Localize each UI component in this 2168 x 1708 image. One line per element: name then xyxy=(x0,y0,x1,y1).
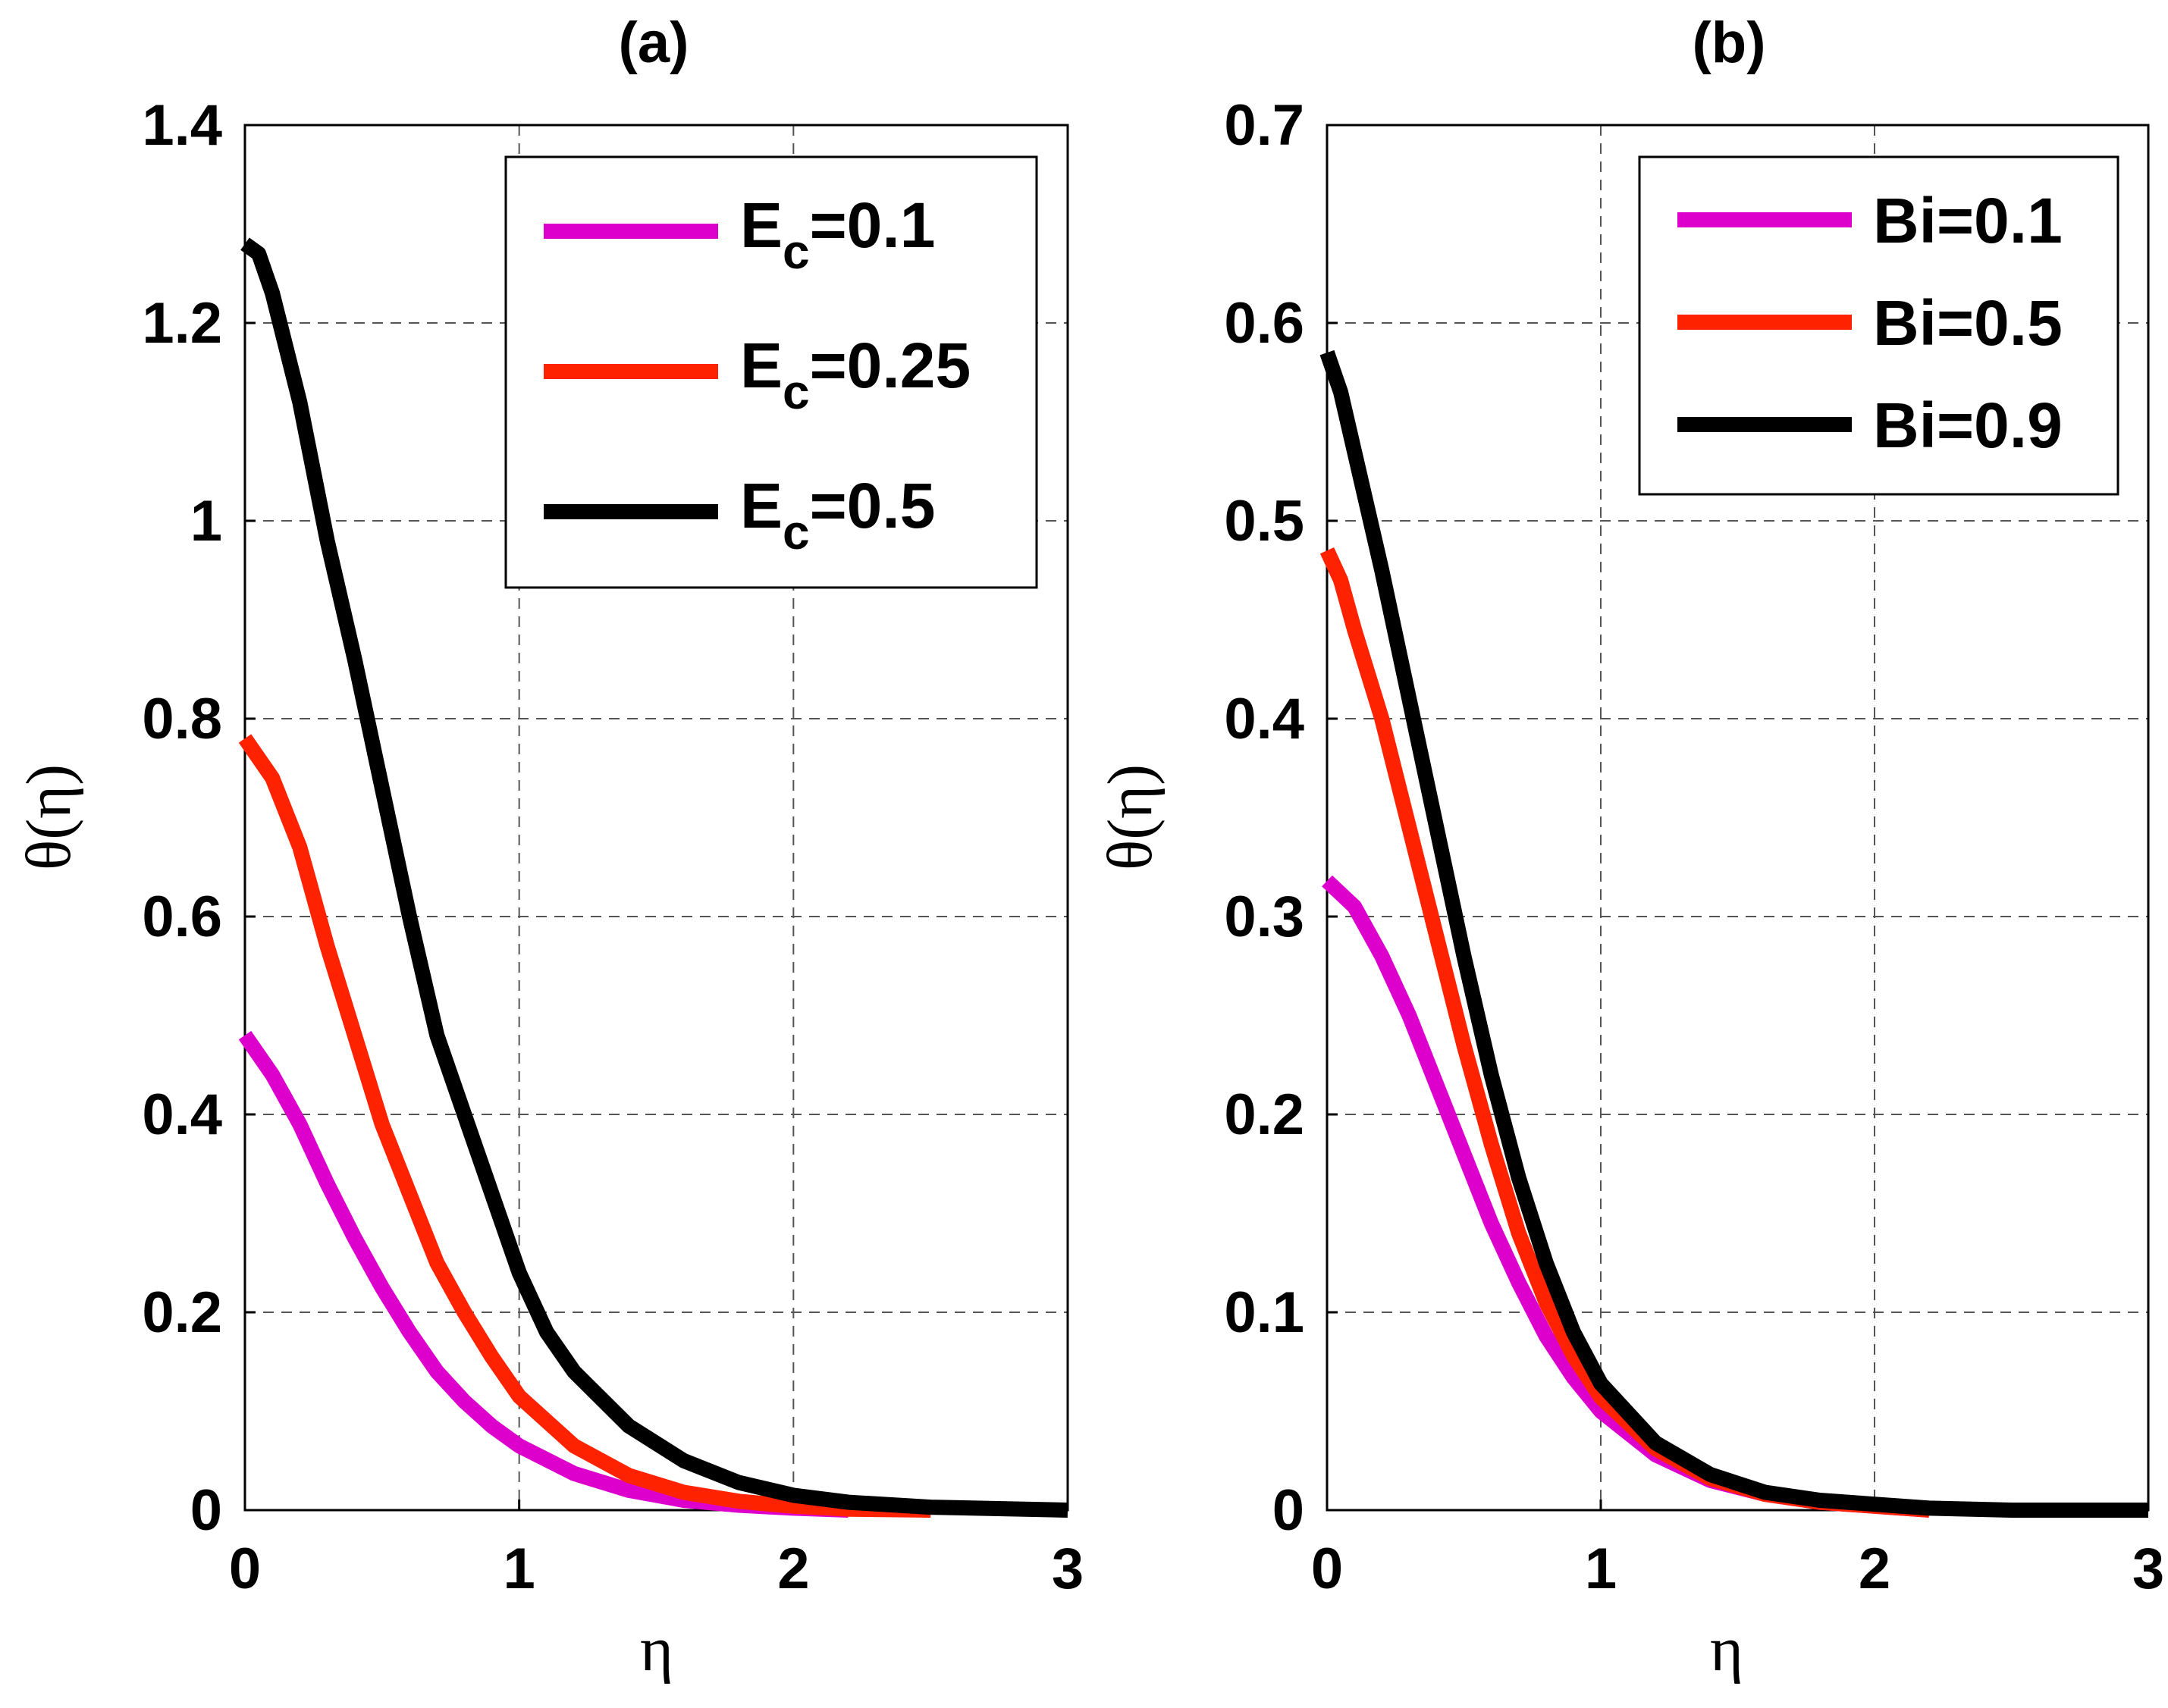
panel-b-y-tick-label: 0.3 xyxy=(1224,885,1304,949)
panel-a-series-line-2 xyxy=(240,237,1068,1518)
legend-a-ec-0-25-main: E xyxy=(740,330,783,401)
panel-a: (a) 0 1 2 300.20.40.60.811.21.4 η θ(η) Ec=0… xyxy=(14,11,1084,1684)
legend-b-label-bi-0-1: Bi=0.1 xyxy=(1873,185,2063,256)
panel-b-grid xyxy=(1327,125,2148,1510)
legend-a-ec-0-1-sub: c xyxy=(783,224,810,279)
panel-a-y-tick-label: 0.8 xyxy=(142,687,222,751)
panel-b-series xyxy=(1319,349,2148,1518)
panel-b-axes-box xyxy=(1326,124,2150,1512)
panel-b-title: (b) xyxy=(1692,11,1765,75)
panel-b-x-tick-label: 0 xyxy=(1311,1537,1343,1601)
legend-a-ec-0-25-value: =0.25 xyxy=(810,330,971,401)
panel-a-y-tick-label: 1 xyxy=(190,489,222,553)
panel-a-y-tick-label: 0.6 xyxy=(142,885,222,949)
panel-a-title: (a) xyxy=(619,11,689,75)
panel-b-y-tick-label: 0.7 xyxy=(1224,93,1304,158)
panel-a-x-axis-label: η xyxy=(640,1614,673,1684)
panel-b-series-line-2 xyxy=(1319,349,2148,1518)
panel-b-legend: Bi=0.1 Bi=0.5 Bi=0.9 xyxy=(1638,155,2119,496)
legend-a-ec-0-5-main: E xyxy=(740,470,783,541)
panel-a-ticks: 0 1 2 3 0 0.2 0.4 0.6 0.8 1 1.2 1.4 xyxy=(142,93,1084,1601)
panel-b-y-tick-label: 0.4 xyxy=(1224,687,1304,751)
legend-a-label-ec-0-1: Ec=0.1 xyxy=(740,190,935,279)
legend-a-ec-0-5-value: =0.5 xyxy=(810,470,936,541)
panel-a-y-tick-label: 1.2 xyxy=(142,291,222,356)
panel-b-y-tick-label: 0.5 xyxy=(1224,489,1304,553)
legend-b-label-bi-0-5: Bi=0.5 xyxy=(1873,287,2063,359)
legend-a-ec-0-1-value: =0.1 xyxy=(810,190,936,261)
panel-a-x-tick-label: 0 xyxy=(229,1537,261,1601)
panel-b-x-tick-label: 3 xyxy=(2132,1537,2164,1601)
legend-a-ec-0-1-main: E xyxy=(740,190,783,261)
legend-b-label-bi-0-9: Bi=0.9 xyxy=(1873,390,2063,461)
panel-a-x-tick-label: 3 xyxy=(1052,1537,1084,1601)
panel-a-y-tick-label: 1.4 xyxy=(142,93,222,158)
panel-b: (b) 0 1 2 3 0 0.1 0.2 0.3 0.4 0.5 0.6 0.7 η θ(η) Bi… xyxy=(1095,11,2164,1684)
panel-b-ticks: 0 1 2 3 0 0.1 0.2 0.3 0.4 0.5 0.6 0.7 xyxy=(1224,93,2164,1601)
legend-a-label-ec-0-5: Ec=0.5 xyxy=(740,470,935,559)
panel-a-y-tick-label: 0.4 xyxy=(142,1083,222,1147)
panel-b-x-tick-label: 2 xyxy=(1859,1537,1890,1601)
panel-a-axes-box xyxy=(243,124,1069,1512)
panel-b-x-tick-label: 1 xyxy=(1585,1537,1617,1601)
panel-b-y-axis-label: θ(η) xyxy=(1095,764,1166,870)
legend-a-label-ec-0-25: Ec=0.25 xyxy=(740,330,971,419)
panel-a-x-tick-label: 1 xyxy=(504,1537,535,1601)
legend-a-ec-0-25-sub: c xyxy=(783,365,810,419)
panel-a-series-line-1 xyxy=(238,734,931,1518)
panel-a-x-tick-label: 2 xyxy=(777,1537,809,1601)
panel-a-y-axis-label: θ(η) xyxy=(14,764,84,870)
panel-b-y-tick-label: 0.1 xyxy=(1224,1280,1304,1345)
panel-a-legend: Ec=0.1 Ec=0.25 Ec=0.5 xyxy=(504,155,1038,589)
panel-b-y-tick-label: 0.2 xyxy=(1224,1083,1304,1147)
panel-b-x-axis-label: η xyxy=(1710,1614,1743,1684)
panel-a-y-tick-label: 0.2 xyxy=(142,1280,222,1345)
panel-a-series xyxy=(238,237,1068,1518)
panel-a-y-tick-label: 0 xyxy=(190,1478,222,1543)
legend-a-ec-0-5-sub: c xyxy=(783,505,810,559)
panel-b-y-tick-label: 0.6 xyxy=(1224,291,1304,356)
panel-b-y-tick-label: 0 xyxy=(1272,1478,1304,1543)
